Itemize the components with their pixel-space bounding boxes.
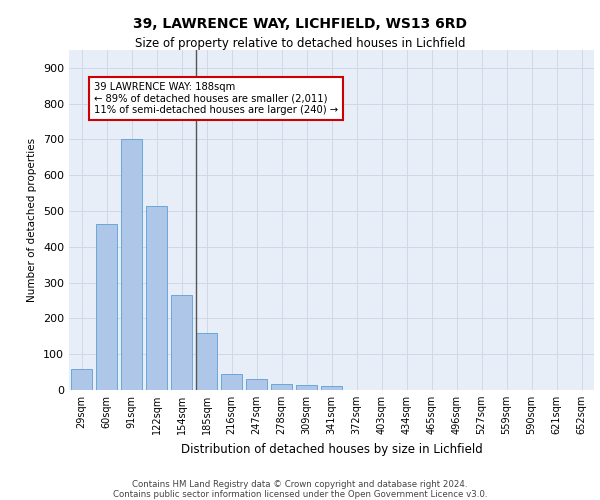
Bar [121, 140, 142, 390]
Bar [71, 368, 92, 390]
Text: 39, LAWRENCE WAY, LICHFIELD, WS13 6RD: 39, LAWRENCE WAY, LICHFIELD, WS13 6RD [133, 18, 467, 32]
Bar [246, 380, 267, 390]
Text: 39 LAWRENCE WAY: 188sqm
← 89% of detached houses are smaller (2,011)
11% of semi: 39 LAWRENCE WAY: 188sqm ← 89% of detache… [94, 82, 338, 116]
Bar [321, 386, 342, 390]
Bar [171, 295, 192, 390]
Bar [196, 332, 217, 390]
Text: Size of property relative to detached houses in Lichfield: Size of property relative to detached ho… [135, 38, 465, 51]
Bar [271, 384, 292, 390]
Bar [221, 374, 242, 390]
Bar [96, 224, 117, 390]
Bar [146, 206, 167, 390]
Bar [296, 384, 317, 390]
Y-axis label: Number of detached properties: Number of detached properties [28, 138, 37, 302]
Text: Contains HM Land Registry data © Crown copyright and database right 2024.: Contains HM Land Registry data © Crown c… [132, 480, 468, 489]
X-axis label: Distribution of detached houses by size in Lichfield: Distribution of detached houses by size … [181, 442, 482, 456]
Text: Contains public sector information licensed under the Open Government Licence v3: Contains public sector information licen… [113, 490, 487, 499]
